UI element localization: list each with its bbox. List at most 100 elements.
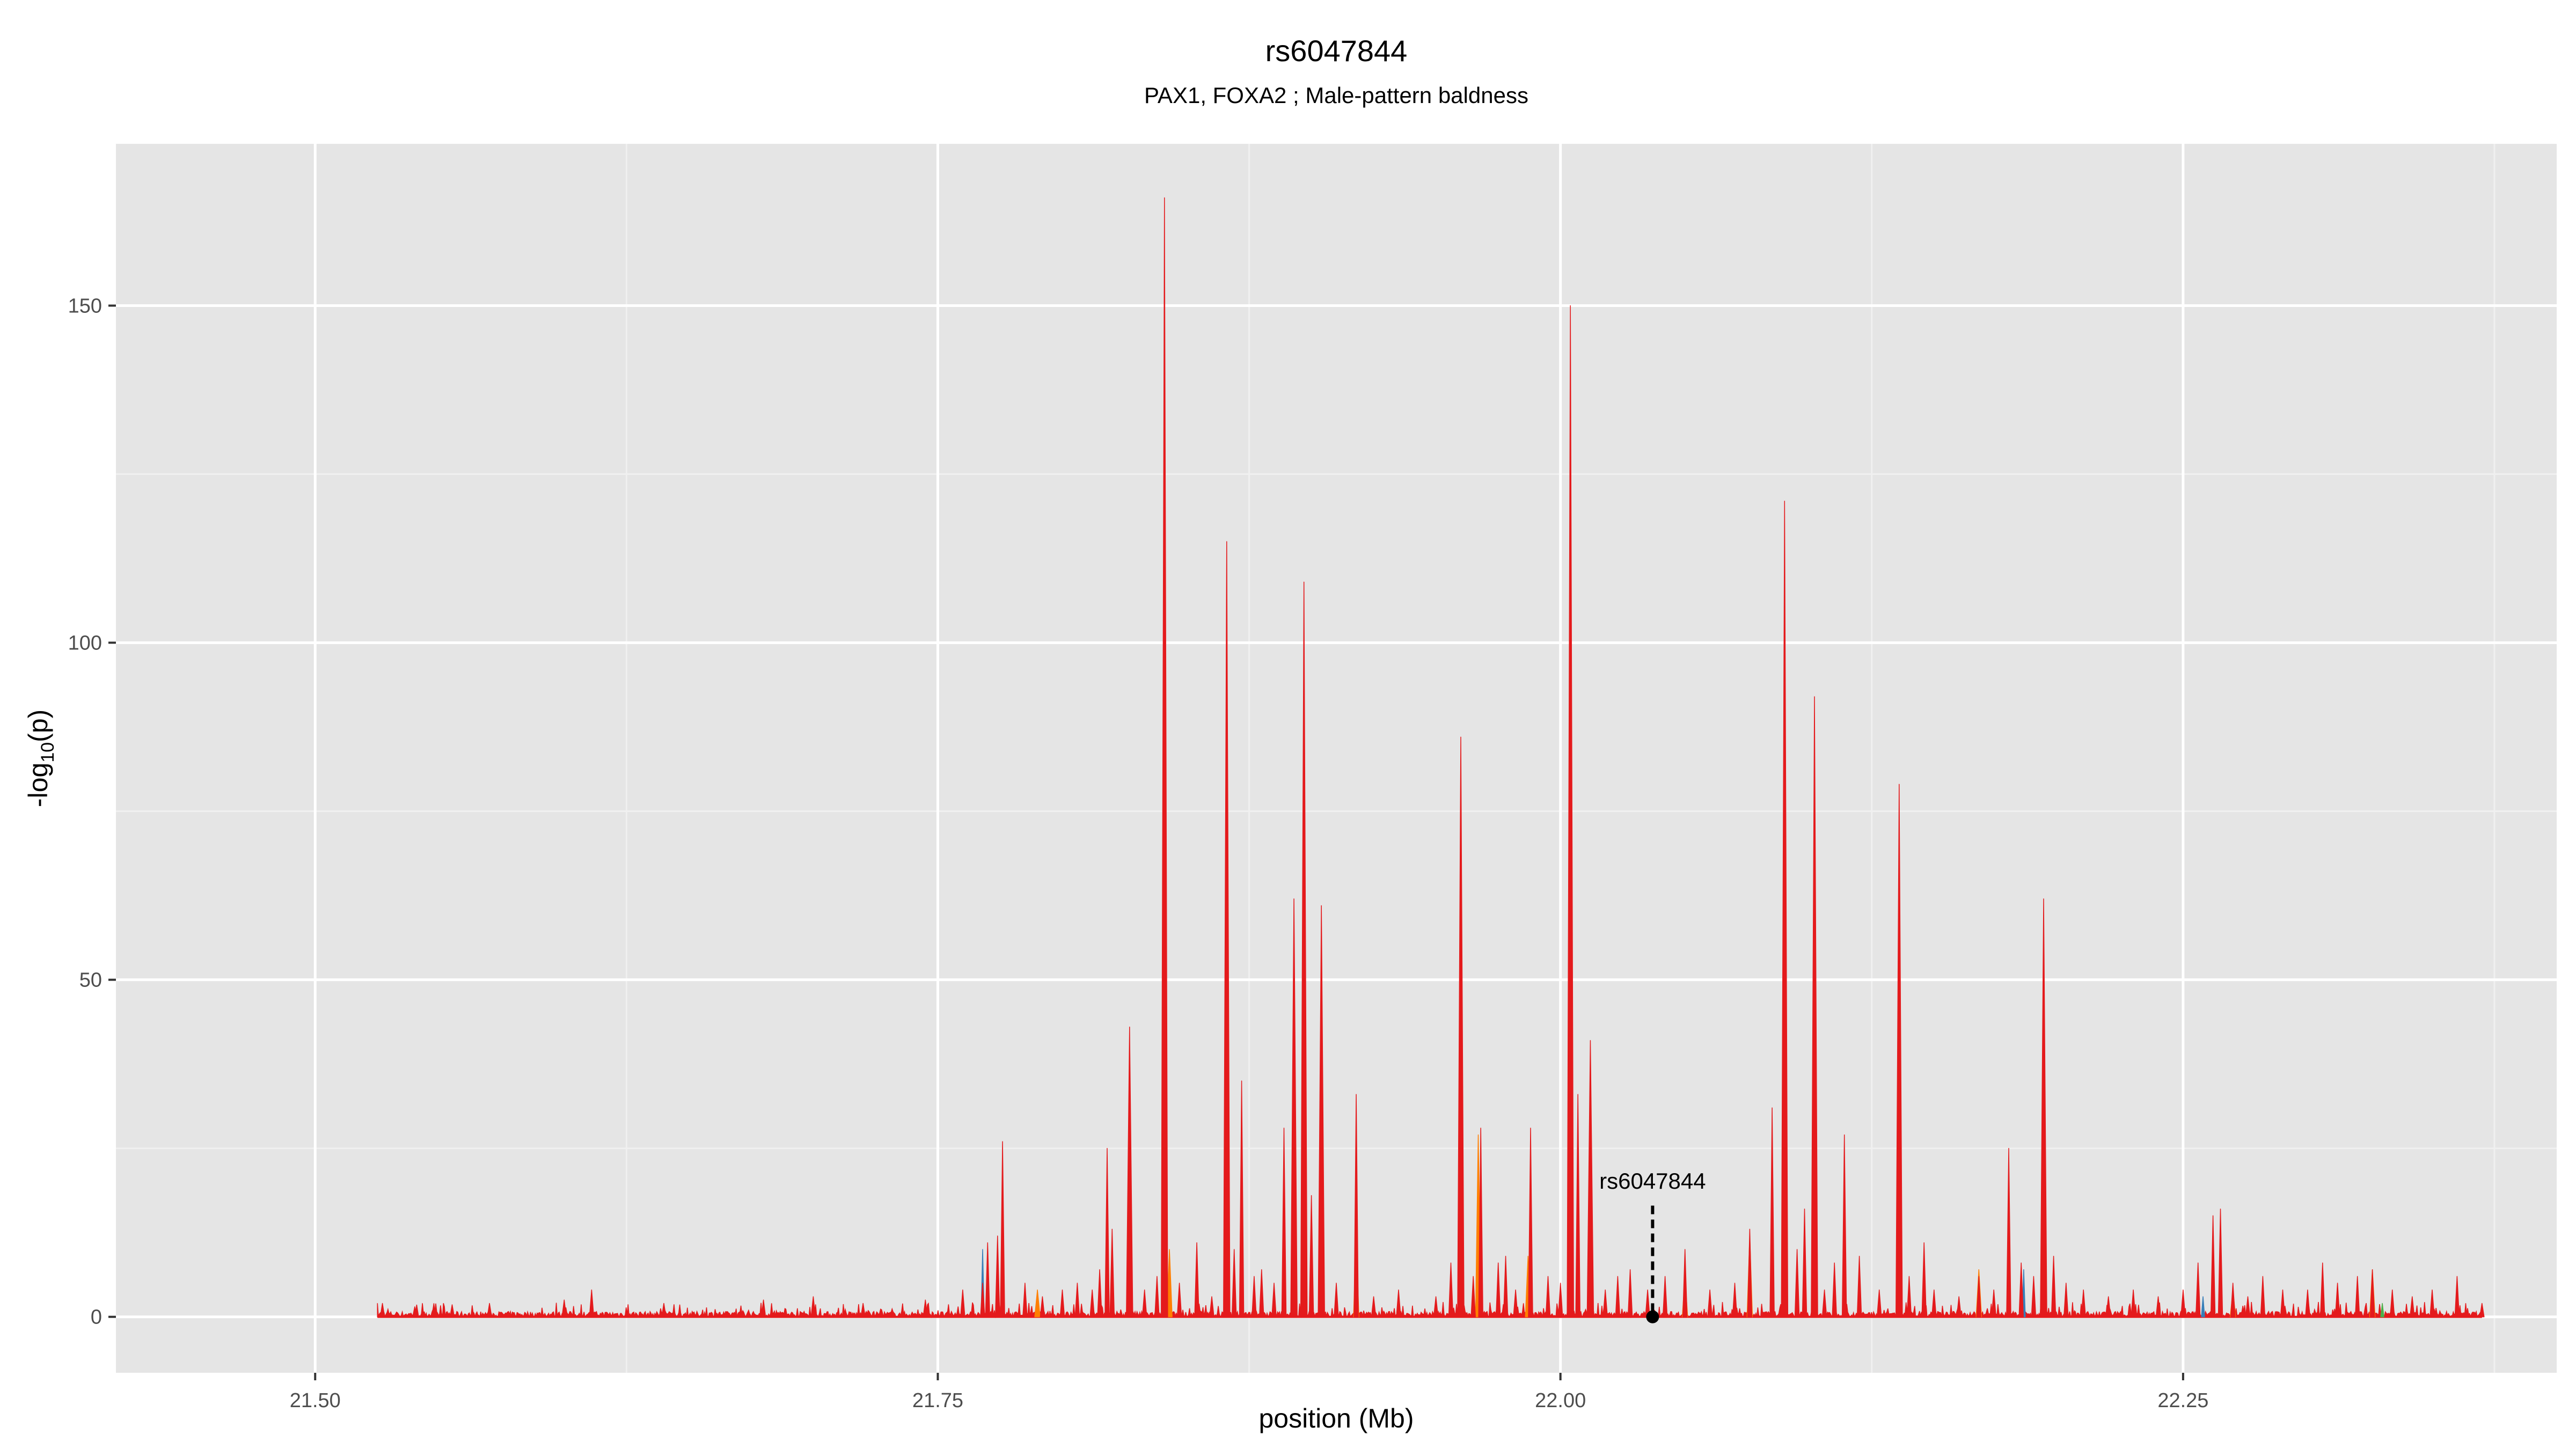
signal-peak: [1371, 1296, 1377, 1318]
signal-peak: [1300, 581, 1308, 1318]
signal-peak: [985, 1242, 991, 1318]
y-tick-label: 100: [68, 632, 102, 655]
signal-peak: [2245, 1296, 2251, 1318]
signal-peak: [1318, 905, 1325, 1318]
signal-peak: [1503, 1255, 1509, 1318]
signal-peak: [1176, 1283, 1182, 1318]
signal-peak: [1448, 1262, 1454, 1318]
y-axis: 0 50 100 150: [68, 295, 116, 1329]
minor-gridlines: [116, 144, 2557, 1373]
signal-peak: [1931, 1289, 1937, 1318]
signal-peak: [1976, 1276, 1982, 1318]
signal-peak: [1567, 305, 1574, 1318]
signal-peak: [449, 1304, 455, 1318]
signal-peak: [1513, 1289, 1518, 1318]
signal-peak: [1433, 1296, 1439, 1318]
y-axis-label-main: -log: [23, 763, 53, 807]
signal-peak: [1478, 1128, 1483, 1318]
signal-peak: [1545, 1276, 1551, 1318]
signal-peak: [1059, 1289, 1065, 1318]
signal-peak: [1353, 1094, 1359, 1318]
signal-peak: [1290, 898, 1298, 1318]
signal-peak: [2063, 1283, 2069, 1318]
signal-peak: [1811, 696, 1818, 1318]
chart-subtitle: PAX1, FOXA2 ; Male-pattern baldness: [1144, 83, 1528, 108]
signal-peak: [2230, 1283, 2236, 1318]
signal-peak: [1832, 1262, 1837, 1318]
signal-peak: [1457, 736, 1465, 1318]
signal-peak: [1781, 501, 1789, 1318]
signal-peak: [1308, 1195, 1314, 1318]
signal-peak: [1557, 1283, 1563, 1318]
signal-peak: [1097, 1269, 1102, 1318]
x-axis-label: position (Mb): [1259, 1403, 1414, 1433]
signal-peak: [2195, 1262, 2201, 1318]
signal-peak: [2210, 1215, 2216, 1318]
signal-peak: [1841, 1134, 1847, 1318]
signal-peak: [412, 1306, 418, 1318]
signal-peak: [1074, 1283, 1080, 1318]
x-tick-label: 21.75: [912, 1389, 963, 1412]
signal-peak: [2040, 898, 2047, 1318]
signal-peak: [2389, 1289, 2395, 1318]
signal-peak: [2260, 1276, 2266, 1318]
signal-peak: [1259, 1269, 1264, 1318]
minor-peak-green: [2380, 1302, 2384, 1318]
signal-peak: [860, 1302, 866, 1318]
signal-peak: [1239, 1080, 1245, 1318]
signal-peak: [2006, 1147, 2011, 1318]
y-axis-label: -log10(p): [23, 709, 58, 807]
x-tick-label: 21.50: [290, 1389, 341, 1412]
signal-peak: [995, 1235, 1000, 1318]
signal-peak: [1732, 1283, 1738, 1318]
signal-peak: [2479, 1302, 2485, 1318]
signal-peak: [810, 1296, 816, 1318]
signal-peak: [760, 1299, 766, 1318]
minor-peak-blue: [2201, 1296, 2205, 1318]
y-tick-label: 150: [68, 295, 102, 317]
signal-peak: [1876, 1289, 1882, 1318]
signal-peak: [2410, 1296, 2415, 1318]
signal-peak: [1161, 197, 1168, 1318]
signal-peak: [1000, 1141, 1005, 1318]
signal-peak: [1126, 1026, 1133, 1318]
x-axis: 21.50 21.75 22.00 22.25: [290, 1373, 2208, 1412]
signal-peak: [1956, 1296, 1962, 1318]
signal-peak: [2081, 1289, 2086, 1318]
signal-peak: [1856, 1255, 1862, 1318]
signal-peak: [2131, 1289, 2136, 1318]
signal-peak: [1252, 1276, 1257, 1318]
signal-peak: [1231, 1249, 1237, 1318]
y-axis-label-tail: (p): [23, 709, 53, 742]
signal-peak: [1896, 784, 1903, 1318]
signal-peak: [1921, 1242, 1927, 1318]
signal-peak: [379, 1302, 385, 1318]
signal-peak: [2155, 1296, 2161, 1318]
signal-peak: [2354, 1276, 2360, 1318]
signal-peak: [1794, 1249, 1800, 1318]
signal-peak: [2051, 1255, 2057, 1318]
signal-peak: [1747, 1228, 1753, 1318]
signal-peak: [1575, 1094, 1580, 1318]
snp-annotation: rs6047844: [1599, 1168, 1706, 1323]
signal-peak: [2280, 1289, 2286, 1318]
signal-peak: [1223, 541, 1231, 1318]
signal-peak: [2334, 1283, 2340, 1318]
signal-peak: [1022, 1283, 1028, 1318]
signal-peak: [487, 1302, 492, 1318]
signal-peak: [1154, 1276, 1160, 1318]
signal-peak: [561, 1299, 567, 1318]
signal-peak: [1586, 1040, 1594, 1318]
y-tick-label: 0: [91, 1306, 102, 1329]
signal-peak: [1194, 1242, 1199, 1318]
annotation-label: rs6047844: [1599, 1168, 1706, 1194]
signal-peak: [1495, 1262, 1501, 1318]
signal-peak: [1209, 1296, 1214, 1318]
y-axis-label-subscript: 10: [38, 742, 58, 763]
signal-peak: [2180, 1289, 2186, 1318]
signal-peak: [1271, 1283, 1277, 1318]
signal-peak: [1802, 1209, 1807, 1318]
signal-peak: [2018, 1262, 2024, 1318]
signal-peak: [661, 1302, 667, 1318]
signal-peak: [1281, 1128, 1287, 1318]
